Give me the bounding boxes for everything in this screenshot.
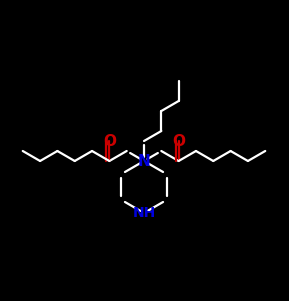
Text: N: N [138,154,150,169]
Text: O: O [172,134,185,148]
Text: O: O [103,134,116,148]
Text: NH: NH [132,206,155,220]
